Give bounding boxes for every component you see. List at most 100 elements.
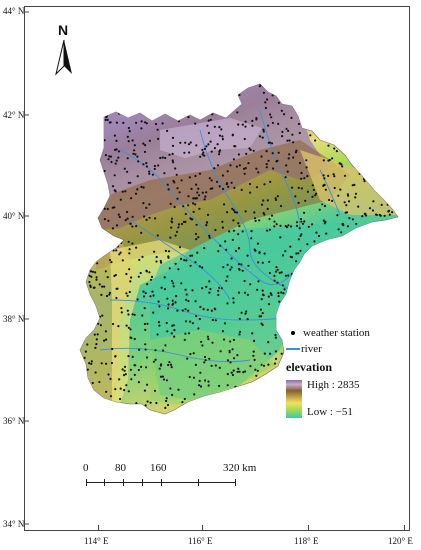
- weather-station-dot: [237, 263, 241, 266]
- weather-station-dot: [144, 404, 147, 407]
- legend-station-row: weather station: [286, 326, 370, 340]
- weather-station-dot: [163, 276, 166, 279]
- weather-station-dot: [292, 156, 295, 159]
- weather-station-dot: [335, 150, 338, 153]
- weather-station-dot: [155, 255, 158, 259]
- weather-station-dot: [201, 266, 204, 269]
- weather-station-dot: [287, 129, 290, 132]
- weather-station-dot: [348, 217, 351, 220]
- weather-station-dot: [163, 172, 166, 175]
- weather-station-dot: [154, 349, 157, 352]
- weather-station-dot: [140, 120, 143, 123]
- lon-tick: [308, 525, 309, 530]
- weather-station-dot: [219, 350, 222, 353]
- weather-station-dot: [203, 198, 206, 201]
- weather-station-dot: [237, 123, 240, 126]
- weather-station-dot: [244, 120, 247, 123]
- weather-station-dot: [255, 186, 259, 189]
- weather-station-dot: [126, 170, 129, 173]
- weather-station-dot: [210, 179, 213, 182]
- weather-station-dot: [199, 155, 202, 158]
- weather-station-dot: [258, 85, 261, 88]
- weather-station-dot: [109, 121, 112, 124]
- weather-station-dot: [119, 387, 122, 390]
- weather-station-dot: [117, 150, 120, 153]
- weather-station-dot: [106, 118, 109, 121]
- weather-station-dot: [124, 190, 127, 193]
- weather-station-dot: [132, 152, 135, 155]
- weather-station-dot: [243, 172, 246, 175]
- weather-station-dot: [230, 371, 233, 374]
- weather-station-dot: [94, 346, 97, 349]
- weather-station-dot: [205, 221, 209, 224]
- weather-station-dot: [311, 184, 314, 187]
- weather-station-dot: [339, 188, 342, 191]
- weather-station-dot: [232, 219, 235, 222]
- weather-station-dot: [194, 203, 197, 206]
- river-line: [119, 149, 301, 285]
- weather-station-dot: [218, 134, 221, 137]
- weather-station-dot: [303, 211, 306, 214]
- weather-station-dot: [164, 406, 167, 409]
- weather-station-dot: [206, 213, 210, 216]
- weather-station-dot: [300, 220, 303, 223]
- weather-station-dot: [286, 170, 289, 173]
- weather-station-dot: [266, 199, 269, 202]
- weather-station-dot: [323, 204, 327, 208]
- legend-river-label: river: [301, 343, 322, 355]
- weather-station-dot: [285, 164, 288, 167]
- weather-station-dot: [109, 155, 112, 158]
- weather-station-dot: [175, 295, 178, 298]
- weather-station-dot: [195, 238, 198, 241]
- weather-station-dot: [298, 161, 302, 165]
- weather-station-dot: [236, 111, 239, 114]
- weather-station-dot: [187, 204, 190, 207]
- weather-station-dot: [194, 300, 197, 303]
- weather-station-dot: [241, 123, 244, 126]
- weather-station-dot: [241, 230, 244, 233]
- weather-station-dot: [111, 347, 114, 351]
- weather-station-dot: [270, 214, 274, 217]
- weather-station-dot: [242, 371, 245, 374]
- weather-station-dot: [115, 139, 118, 142]
- weather-station-dot: [118, 378, 121, 381]
- weather-station-dot: [155, 401, 158, 405]
- weather-station-dot: [240, 311, 243, 314]
- weather-station-dot: [177, 223, 181, 226]
- weather-station-dot: [168, 153, 171, 156]
- weather-station-dot: [146, 283, 149, 286]
- weather-station-dot: [103, 218, 106, 221]
- weather-station-dot: [110, 160, 113, 164]
- weather-station-dot: [170, 332, 173, 335]
- weather-station-dot: [256, 242, 260, 245]
- weather-station-dot: [223, 203, 226, 206]
- weather-station-dot: [198, 207, 201, 210]
- weather-station-dot: [115, 148, 118, 151]
- weather-station-dot: [183, 151, 186, 154]
- weather-station-dot: [188, 375, 191, 379]
- weather-station-dot: [115, 296, 118, 300]
- weather-station-dot: [226, 275, 229, 278]
- weather-station-dot: [375, 213, 378, 216]
- weather-station-dot: [340, 231, 343, 234]
- weather-station-dot: [114, 273, 117, 277]
- weather-station-dot: [162, 378, 166, 381]
- weather-station-dot: [295, 252, 298, 255]
- weather-station-dot: [299, 234, 302, 237]
- weather-station-dot: [224, 240, 227, 243]
- weather-station-dot: [232, 301, 235, 304]
- weather-station-dot: [127, 140, 130, 143]
- weather-station-dot: [187, 332, 191, 335]
- weather-station-dot: [217, 289, 220, 292]
- weather-station-dot: [118, 215, 121, 219]
- weather-station-dot: [121, 259, 124, 262]
- weather-station-dot: [347, 200, 351, 203]
- weather-station-dot: [198, 172, 202, 175]
- weather-station-dot: [175, 230, 179, 233]
- weather-stations: [83, 84, 394, 409]
- weather-station-dot: [309, 134, 312, 137]
- weather-station-dot: [141, 314, 144, 317]
- weather-station-dot: [111, 322, 115, 326]
- weather-station-dot: [165, 397, 168, 400]
- weather-station-dot: [287, 157, 290, 160]
